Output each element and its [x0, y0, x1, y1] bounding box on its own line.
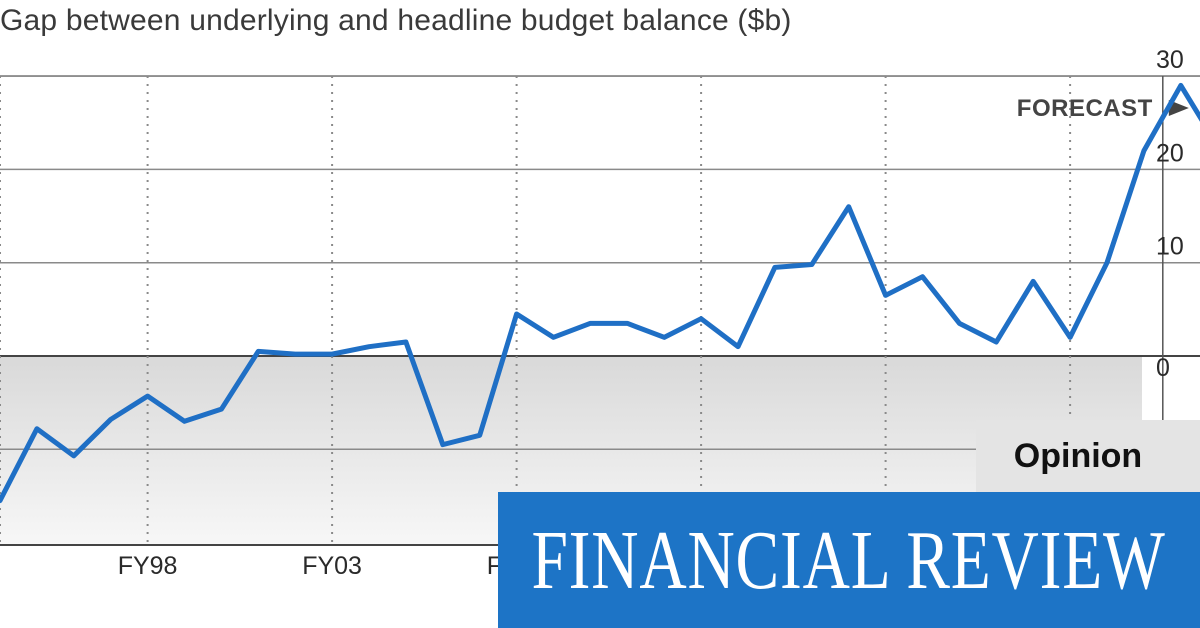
y-tick-label: 30	[1156, 46, 1184, 74]
forecast-arrow-icon	[1168, 100, 1189, 116]
y-tick-label: 0	[1156, 354, 1170, 382]
brand-banner: FINANCIAL REVIEW	[498, 492, 1200, 628]
chart-title: Gap between underlying and headline budg…	[0, 4, 792, 37]
y-tick-label: 20	[1156, 139, 1184, 167]
opinion-label: Opinion	[1013, 436, 1143, 475]
x-tick-label: FY03	[302, 552, 362, 580]
opinion-badge: Opinion	[976, 420, 1200, 492]
forecast-label: FORECAST	[1017, 95, 1153, 122]
y-tick-label: 10	[1156, 233, 1184, 261]
brand-logo: FINANCIAL REVIEW	[531, 513, 1167, 607]
x-tick-label: FY98	[118, 552, 178, 580]
